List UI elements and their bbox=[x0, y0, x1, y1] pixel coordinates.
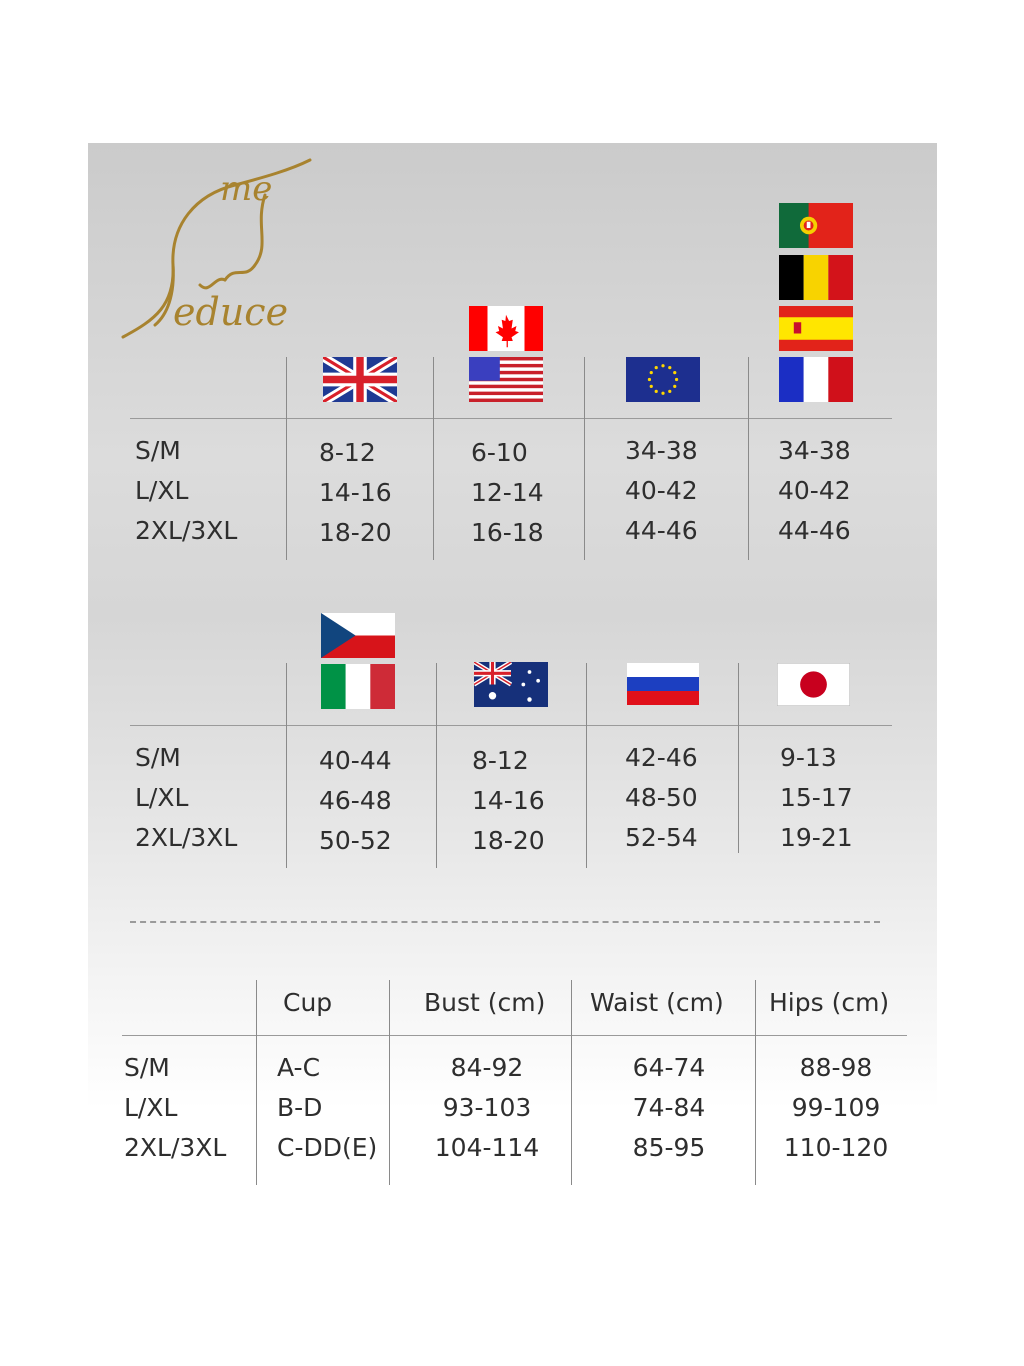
header-cup: Cup bbox=[283, 988, 333, 1017]
measurement-hips: 110-120 bbox=[783, 1133, 889, 1162]
measurement-waist: 85-95 bbox=[632, 1133, 706, 1162]
jp-size-value: 9-13 bbox=[780, 743, 837, 772]
measurement-cup: B-D bbox=[277, 1093, 323, 1122]
size-label: S/M bbox=[135, 743, 181, 772]
size-label: 2XL/3XL bbox=[135, 823, 238, 852]
table3-column-divider bbox=[571, 980, 572, 1185]
belgium-flag-icon bbox=[779, 255, 853, 300]
section-separator bbox=[130, 921, 880, 923]
ru-size-value: 42-46 bbox=[625, 743, 698, 772]
header-bust: Bust (cm) bbox=[424, 988, 546, 1017]
header-hips: Hips (cm) bbox=[769, 988, 890, 1017]
jp-size-value: 19-21 bbox=[780, 823, 853, 852]
measurement-hips: 99-109 bbox=[791, 1093, 881, 1122]
au-size-value: 18-20 bbox=[472, 826, 545, 855]
measurement-bust: 104-114 bbox=[434, 1133, 540, 1162]
uk-size-value: 14-16 bbox=[319, 478, 392, 507]
size-label: L/XL bbox=[135, 476, 189, 505]
uk-size-value: 18-20 bbox=[319, 518, 392, 547]
ru-size-value: 52-54 bbox=[625, 823, 698, 852]
size-label: 2XL/3XL bbox=[135, 516, 238, 545]
us-ca-size-value: 12-14 bbox=[471, 478, 544, 507]
measurement-cup: C-DD(E) bbox=[277, 1133, 378, 1162]
table2-column-divider bbox=[738, 663, 739, 853]
table3-column-divider bbox=[256, 980, 257, 1185]
ru-size-value: 48-50 bbox=[625, 783, 698, 812]
eu-size-value: 34-38 bbox=[625, 436, 698, 465]
jp-size-value: 15-17 bbox=[780, 783, 853, 812]
czech-flag-icon bbox=[321, 613, 395, 658]
measurement-hips: 88-98 bbox=[799, 1053, 873, 1082]
header-waist: Waist (cm) bbox=[590, 988, 724, 1017]
uk-size-value: 8-12 bbox=[319, 438, 376, 467]
table1-column-divider bbox=[286, 357, 287, 560]
uk-flag-icon bbox=[323, 357, 397, 402]
size-label: S/M bbox=[135, 436, 181, 465]
cz-it-size-value: 50-52 bbox=[319, 826, 392, 855]
spain-flag-icon bbox=[779, 306, 853, 351]
cz-it-size-value: 46-48 bbox=[319, 786, 392, 815]
table3-divider bbox=[122, 1035, 907, 1036]
us-ca-size-value: 16-18 bbox=[471, 518, 544, 547]
measurement-cup: A-C bbox=[277, 1053, 321, 1082]
eu-size-value: 44-46 bbox=[625, 516, 698, 545]
canada-flag-icon bbox=[469, 306, 543, 351]
table3-column-divider bbox=[389, 980, 390, 1185]
measurement-waist: 74-84 bbox=[632, 1093, 706, 1122]
eu-flag-icon bbox=[626, 357, 700, 402]
measurement-waist: 64-74 bbox=[632, 1053, 706, 1082]
au-size-value: 8-12 bbox=[472, 746, 529, 775]
russia-flag-icon bbox=[627, 663, 699, 705]
svg-text:me: me bbox=[220, 169, 272, 209]
table2-column-divider bbox=[286, 663, 287, 868]
table2-column-divider bbox=[436, 663, 437, 868]
size-label: L/XL bbox=[135, 783, 189, 812]
portugal-flag-icon bbox=[779, 203, 853, 248]
table1-divider bbox=[130, 418, 892, 419]
table1-column-divider bbox=[748, 357, 749, 560]
table3-column-divider bbox=[755, 980, 756, 1185]
measurement-bust: 93-103 bbox=[442, 1093, 532, 1122]
measurement-size: L/XL bbox=[124, 1093, 178, 1122]
table1-column-divider bbox=[584, 357, 585, 560]
measurement-bust: 84-92 bbox=[450, 1053, 524, 1082]
italy-flag-icon bbox=[321, 664, 395, 709]
table2-column-divider bbox=[586, 663, 587, 868]
australia-flag-icon bbox=[474, 662, 548, 707]
pt-be-es-fr-size-value: 44-46 bbox=[778, 516, 851, 545]
pt-be-es-fr-size-value: 40-42 bbox=[778, 476, 851, 505]
usa-flag-icon bbox=[469, 357, 543, 402]
eu-size-value: 40-42 bbox=[625, 476, 698, 505]
japan-flag-icon bbox=[777, 663, 850, 706]
measurement-size: 2XL/3XL bbox=[124, 1133, 227, 1162]
pt-be-es-fr-size-value: 34-38 bbox=[778, 436, 851, 465]
measurement-size: S/M bbox=[124, 1053, 170, 1082]
table1-column-divider bbox=[433, 357, 434, 560]
cz-it-size-value: 40-44 bbox=[319, 746, 392, 775]
brand-logo: me educe bbox=[115, 155, 345, 345]
svg-text:educe: educe bbox=[173, 290, 288, 334]
france-flag-icon bbox=[779, 357, 853, 402]
au-size-value: 14-16 bbox=[472, 786, 545, 815]
table2-divider bbox=[130, 725, 892, 726]
us-ca-size-value: 6-10 bbox=[471, 438, 528, 467]
